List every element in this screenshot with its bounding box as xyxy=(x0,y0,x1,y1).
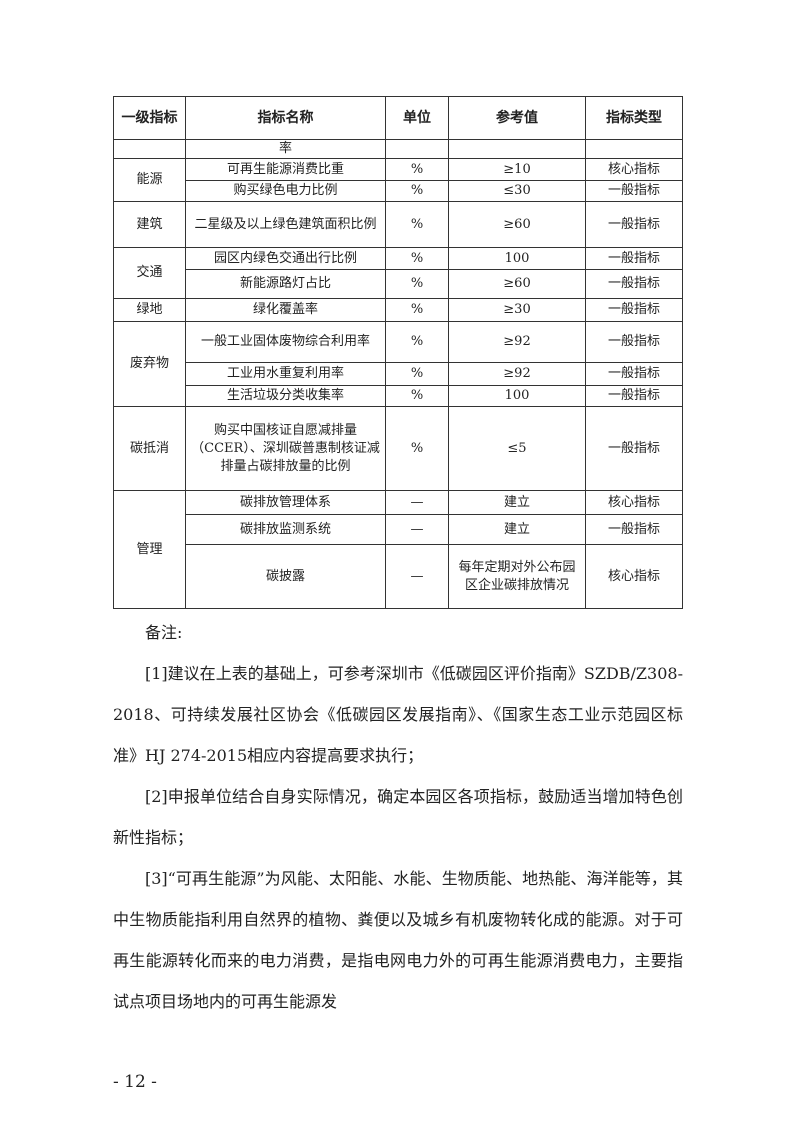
indicator-type-cell: 一般指标 xyxy=(585,180,683,202)
reference-value-cell: 100 xyxy=(448,247,586,270)
indicator-name-cell: 购买绿色电力比例 xyxy=(185,180,386,202)
indicator-type-cell: 一般指标 xyxy=(585,406,683,491)
category-cell: 废弃物 xyxy=(113,321,186,407)
reference-value-cell: ≥30 xyxy=(448,298,586,322)
table-row: 碳排放监测系统 — 建立 一般指标 xyxy=(114,514,683,545)
category-cell: 能源 xyxy=(113,158,186,202)
unit-cell: — xyxy=(385,514,449,545)
note-item: [3]“可再生能源”为风能、太阳能、水能、生物质能、地热能、海洋能等，其中生物质… xyxy=(113,869,683,1011)
indicator-name-cell: 二星级及以上绿色建筑面积比例 xyxy=(185,201,386,248)
header-category: 一级指标 xyxy=(113,96,186,140)
reference-value-cell: ≥60 xyxy=(448,201,586,248)
table-row: 新能源路灯占比% ≥60 一般指标 xyxy=(114,269,683,299)
indicator-name-cell: 工业用水重复利用率 xyxy=(185,362,386,386)
indicator-name-cell: 碳排放监测系统 xyxy=(185,514,386,545)
table-row: 生活垃圾分类收集率% 100 一般指标 xyxy=(114,385,683,407)
reference-value-cell: ≤30 xyxy=(448,180,586,202)
indicator-type-cell: 一般指标 xyxy=(585,298,683,322)
indicator-type-cell: 一般指标 xyxy=(585,321,683,363)
reference-value-cell: ≥92 xyxy=(448,321,586,363)
indicator-type-cell: 核心指标 xyxy=(585,544,683,609)
table-row: 购买绿色电力比例% ≤30 一般指标 xyxy=(114,180,683,202)
reference-value-cell: 100 xyxy=(448,385,586,407)
indicator-type-cell: 核心指标 xyxy=(585,158,683,181)
table-row: 碳披露 — 每年定期对外公布园区企业碳排放情况 核心指标 xyxy=(114,544,683,609)
indicator-type-cell: 一般指标 xyxy=(585,362,683,386)
table-row: 绿地 绿化覆盖率% ≥30 一般指标 xyxy=(113,298,683,322)
continuation-name: 率 xyxy=(185,139,386,159)
unit-cell: % xyxy=(385,180,449,202)
indicator-table: 一级指标 指标名称 单位 参考值 指标类型 率 能源 可再生能源消费比重% ≥10 核… xyxy=(113,96,683,609)
unit-cell: % xyxy=(385,158,449,181)
category-cell: 交通 xyxy=(113,247,186,299)
note-item: [2]申报单位结合自身实际情况，确定本园区各项指标，鼓励适当增加特色创新性指标； xyxy=(113,787,683,847)
indicator-type-cell: 核心指标 xyxy=(585,490,683,515)
reference-value-cell: 建立 xyxy=(448,490,586,515)
indicator-name-cell: 一般工业固体废物综合利用率 xyxy=(185,321,386,363)
table-row: 管理 碳排放管理体系 — 建立 核心指标 xyxy=(113,490,683,609)
note-item: [1]建议在上表的基础上，可参考深圳市《低碳园区评价指南》SZDB/Z308-2… xyxy=(113,664,683,765)
category-cell: 管理 xyxy=(113,490,186,609)
reference-value-cell: ≥60 xyxy=(448,269,586,299)
table-row: 工业用水重复利用率% ≥92 一般指标 xyxy=(114,362,683,386)
indicator-name-cell: 碳排放管理体系 xyxy=(185,490,386,515)
unit-cell: % xyxy=(385,385,449,407)
header-ref: 参考值 xyxy=(448,96,586,140)
indicator-name-cell: 新能源路灯占比 xyxy=(185,269,386,299)
indicator-name-cell: 园区内绿色交通出行比例 xyxy=(185,247,386,270)
table-header-row: 一级指标 指标名称 单位 参考值 指标类型 xyxy=(113,96,683,140)
indicator-name-cell: 购买中国核证自愿减排量（CCER）、深圳碳普惠制核证减排量占碳排放量的比例 xyxy=(185,406,386,491)
unit-cell: % xyxy=(385,362,449,386)
table-row: 能源 可再生能源消费比重% ≥10 核心指标 xyxy=(113,158,683,202)
page-number: - 12 - xyxy=(113,1072,157,1092)
indicator-type-cell: 一般指标 xyxy=(585,269,683,299)
header-type: 指标类型 xyxy=(585,96,683,140)
category-cell: 碳抵消 xyxy=(113,406,186,491)
unit-cell: % xyxy=(385,298,449,322)
indicator-type-cell: 一般指标 xyxy=(585,385,683,407)
reference-value-cell: ≤5 xyxy=(448,406,586,491)
continuation-row: 率 xyxy=(113,139,683,159)
notes-title: 备注: xyxy=(145,623,183,642)
unit-cell: % xyxy=(385,269,449,299)
reference-value-cell: ≥92 xyxy=(448,362,586,386)
notes-section: 备注: [1]建议在上表的基础上，可参考深圳市《低碳园区评价指南》SZDB/Z3… xyxy=(113,612,683,1022)
reference-value-cell: 建立 xyxy=(448,514,586,545)
unit-cell: — xyxy=(385,490,449,515)
indicator-name-cell: 可再生能源消费比重 xyxy=(185,158,386,181)
indicator-type-cell: 一般指标 xyxy=(585,247,683,270)
unit-cell: % xyxy=(385,321,449,363)
indicator-name-cell: 绿化覆盖率 xyxy=(185,298,386,322)
category-cell: 绿地 xyxy=(113,298,186,322)
table-row: 废弃物 一般工业固体废物综合利用率% ≥92 一般指标 xyxy=(113,321,683,407)
unit-cell: % xyxy=(385,406,449,491)
indicator-type-cell: 一般指标 xyxy=(585,201,683,248)
unit-cell: — xyxy=(385,544,449,609)
header-unit: 单位 xyxy=(385,96,449,140)
unit-cell: % xyxy=(385,247,449,270)
table-row: 建筑 二星级及以上绿色建筑面积比例% ≥60 一般指标 xyxy=(113,201,683,248)
indicator-type-cell: 一般指标 xyxy=(585,514,683,545)
indicator-name-cell: 生活垃圾分类收集率 xyxy=(185,385,386,407)
header-name: 指标名称 xyxy=(185,96,386,140)
table-row: 交通 园区内绿色交通出行比例% 100 一般指标 xyxy=(113,247,683,299)
category-cell: 建筑 xyxy=(113,201,186,248)
table-row: 碳抵消 购买中国核证自愿减排量（CCER）、深圳碳普惠制核证减排量占碳排放量的比例… xyxy=(113,406,683,491)
indicator-name-cell: 碳披露 xyxy=(185,544,386,609)
reference-value-cell: ≥10 xyxy=(448,158,586,181)
reference-value-cell: 每年定期对外公布园区企业碳排放情况 xyxy=(448,544,586,609)
unit-cell: % xyxy=(385,201,449,248)
